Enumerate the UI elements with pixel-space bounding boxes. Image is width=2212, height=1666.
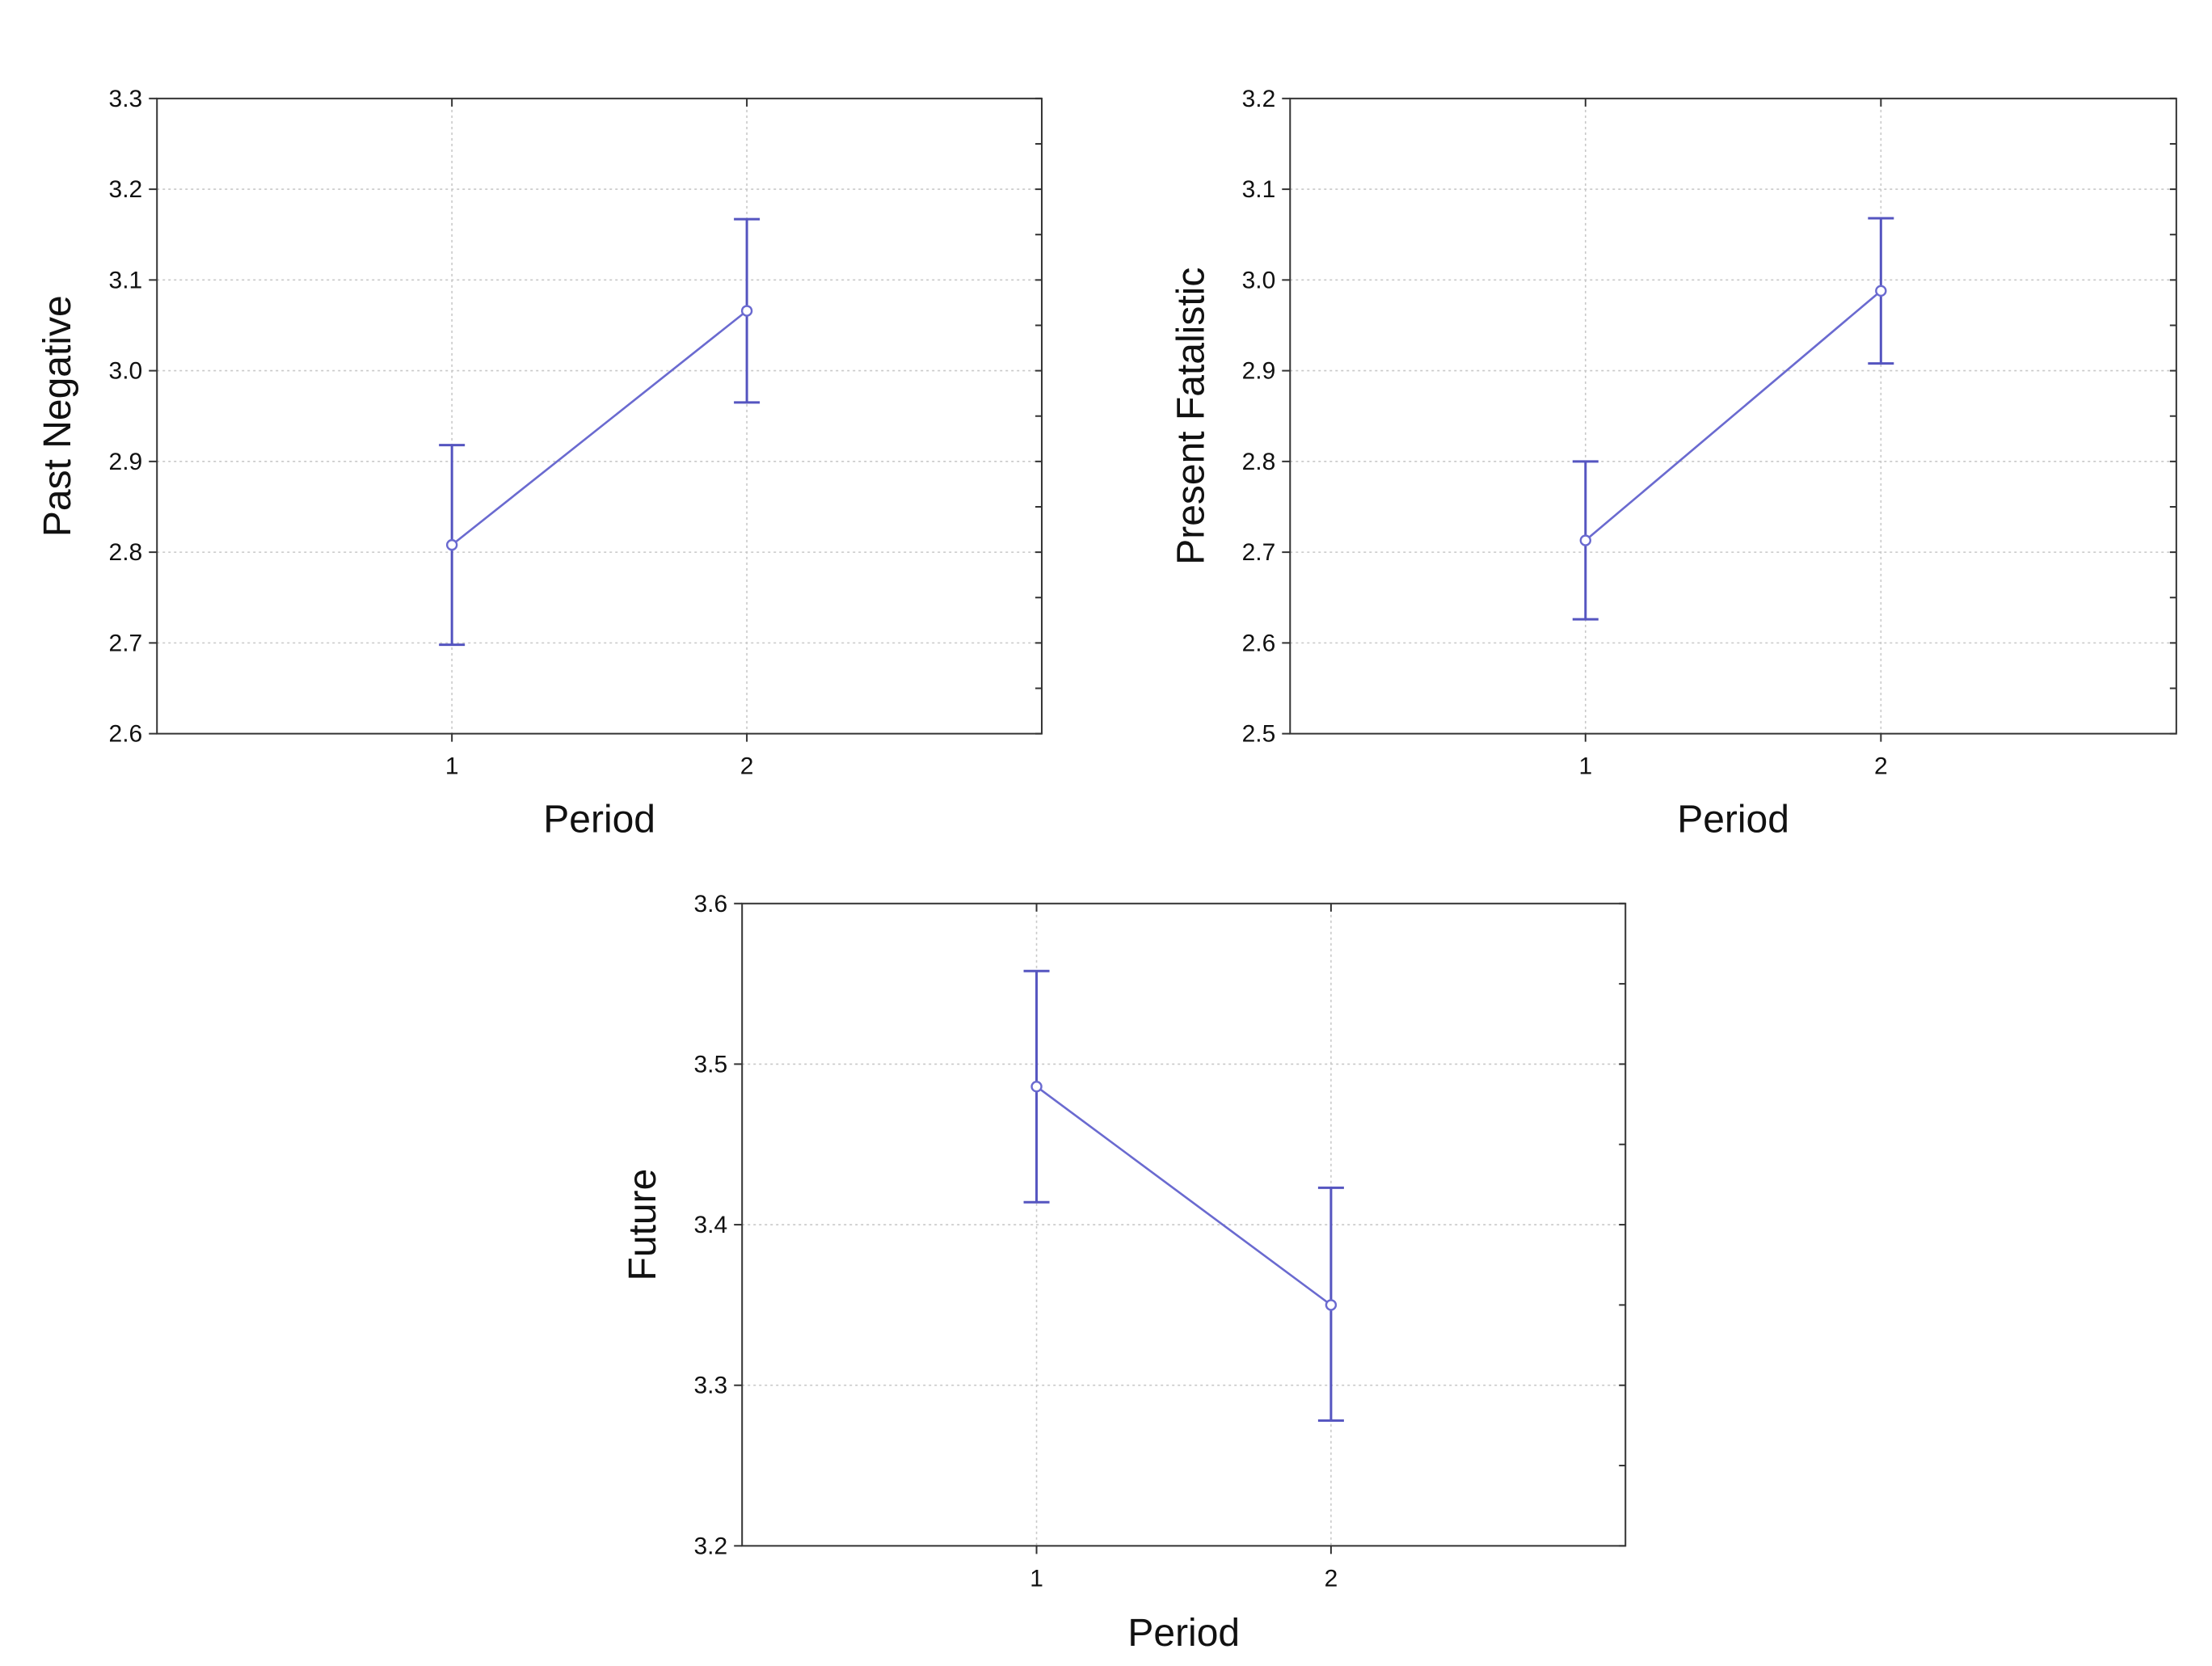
data-point — [1325, 1299, 1338, 1311]
y-tick-label: 3.2 — [1242, 86, 1276, 112]
data-point — [445, 538, 458, 551]
x-tick-label: 1 — [1578, 753, 1592, 780]
y-tick-label: 2.8 — [109, 539, 143, 566]
x-axis-title: Period — [1677, 798, 1789, 841]
x-tick-label: 1 — [445, 753, 459, 780]
y-axis-title: Present Fatalistic — [1169, 268, 1212, 565]
y-tick-label: 2.9 — [109, 449, 143, 475]
plot-frame — [1289, 97, 2177, 735]
plot-frame — [741, 902, 1627, 1547]
y-tick-label: 3.4 — [694, 1212, 728, 1238]
data-point — [1030, 1081, 1043, 1093]
y-tick-label: 3.5 — [694, 1051, 728, 1078]
y-axis-title: Future — [621, 1169, 664, 1281]
series-line — [1035, 1086, 1332, 1306]
x-tick-label: 2 — [1325, 1565, 1338, 1592]
chart-past-negative: 2.6 2.7 2.8 2.9 3.0 3.1 3.2 3.3 1 2 Period Past Neg… — [36, 86, 1043, 841]
y-tick-label: 2.6 — [1242, 630, 1276, 656]
plot-frame — [156, 97, 1043, 735]
y-tick-label: 3.1 — [109, 267, 143, 293]
chart-present-fatalistic: 2.5 2.6 2.7 2.8 2.9 3.0 3.1 3.2 1 2 Period Present … — [1169, 86, 2177, 841]
y-tick-label: 2.7 — [109, 630, 143, 656]
data-point — [1579, 534, 1592, 546]
y-tick-label: 2.7 — [1242, 539, 1276, 566]
x-tick-label: 2 — [1874, 753, 1888, 780]
series-line — [451, 310, 748, 546]
data-point — [740, 305, 753, 317]
chart-future: 3.2 3.3 3.4 3.5 3.6 1 2 Period Future — [621, 891, 1627, 1655]
y-tick-label: 3.3 — [109, 86, 143, 112]
y-tick-label: 2.6 — [109, 721, 143, 748]
x-axis-title: Period — [1127, 1612, 1240, 1655]
x-tick-label: 2 — [740, 753, 754, 780]
data-point — [1875, 285, 1887, 297]
x-tick-label: 1 — [1030, 1565, 1043, 1592]
y-tick-label: 2.9 — [1242, 358, 1276, 385]
x-axis-title: Period — [543, 798, 655, 841]
y-tick-label: 2.8 — [1242, 449, 1276, 475]
y-tick-label: 3.0 — [1242, 267, 1276, 293]
y-tick-label: 2.5 — [1242, 721, 1276, 748]
y-tick-label: 3.3 — [694, 1373, 728, 1399]
y-tick-label: 3.6 — [694, 891, 728, 917]
y-tick-label: 3.0 — [109, 358, 143, 385]
y-tick-label: 3.1 — [1242, 176, 1276, 203]
y-axis-title: Past Negative — [36, 295, 79, 537]
y-tick-label: 3.2 — [694, 1533, 728, 1559]
series-line — [1584, 289, 1882, 542]
y-tick-label: 3.2 — [109, 176, 143, 203]
